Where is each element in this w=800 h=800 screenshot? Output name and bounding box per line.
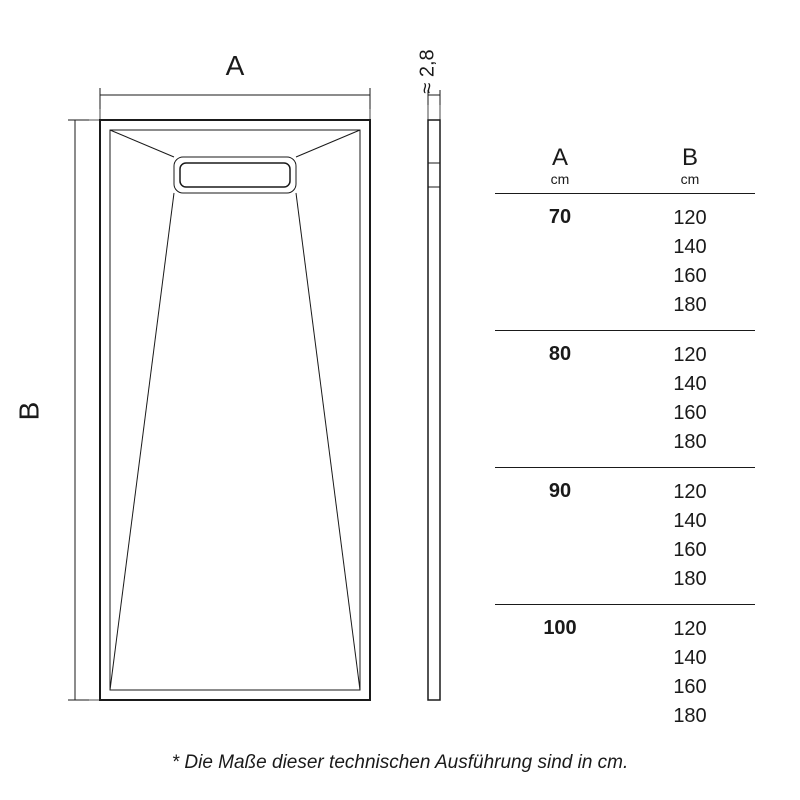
cell-a: 80 (495, 341, 625, 457)
size-table-header: A cm B cm (495, 145, 755, 194)
cell-b: 120140160180 (625, 478, 755, 594)
col-header-b-label: B (625, 145, 755, 171)
cell-a: 70 (495, 204, 625, 320)
dim-label-a: A (100, 50, 370, 82)
table-row: 90120140160180 (495, 468, 755, 605)
cell-a: 100 (495, 615, 625, 731)
cell-b-value: 180 (625, 565, 755, 594)
cell-b-value: 180 (625, 291, 755, 320)
cell-b-value: 140 (625, 233, 755, 262)
col-header-a-label: A (495, 145, 625, 171)
col-header-b: B cm (625, 145, 755, 187)
cell-b-value: 140 (625, 644, 755, 673)
col-header-a: A cm (495, 145, 625, 187)
table-row: 70120140160180 (495, 194, 755, 331)
cell-b-value: 120 (625, 478, 755, 507)
table-row: 80120140160180 (495, 331, 755, 468)
col-header-a-unit: cm (495, 171, 625, 187)
cell-b-value: 120 (625, 204, 755, 233)
footnote: * Die Maße dieser technischen Ausführung… (0, 752, 800, 774)
dim-label-b: B (13, 402, 45, 421)
cell-b-value: 120 (625, 341, 755, 370)
dim-label-thickness: ≈ 2,8 (417, 49, 440, 93)
col-header-b-unit: cm (625, 171, 755, 187)
cell-b-value: 120 (625, 615, 755, 644)
size-table-body: 7012014016018080120140160180901201401601… (495, 194, 755, 741)
cell-b-value: 160 (625, 536, 755, 565)
cell-b-value: 160 (625, 673, 755, 702)
cell-b-value: 180 (625, 428, 755, 457)
cell-b-value: 160 (625, 399, 755, 428)
cell-b-value: 140 (625, 507, 755, 536)
cell-b: 120140160180 (625, 341, 755, 457)
cell-b: 120140160180 (625, 615, 755, 731)
cell-b: 120140160180 (625, 204, 755, 320)
size-table: A cm B cm 701201401601808012014016018090… (495, 145, 755, 741)
cell-b-value: 140 (625, 370, 755, 399)
cell-b-value: 180 (625, 702, 755, 731)
tech-drawing-canvas: A B ≈ 2,8 A cm B cm 70120140160180801201… (0, 0, 800, 800)
cell-b-value: 160 (625, 262, 755, 291)
cell-a: 90 (495, 478, 625, 594)
table-row: 100120140160180 (495, 605, 755, 741)
